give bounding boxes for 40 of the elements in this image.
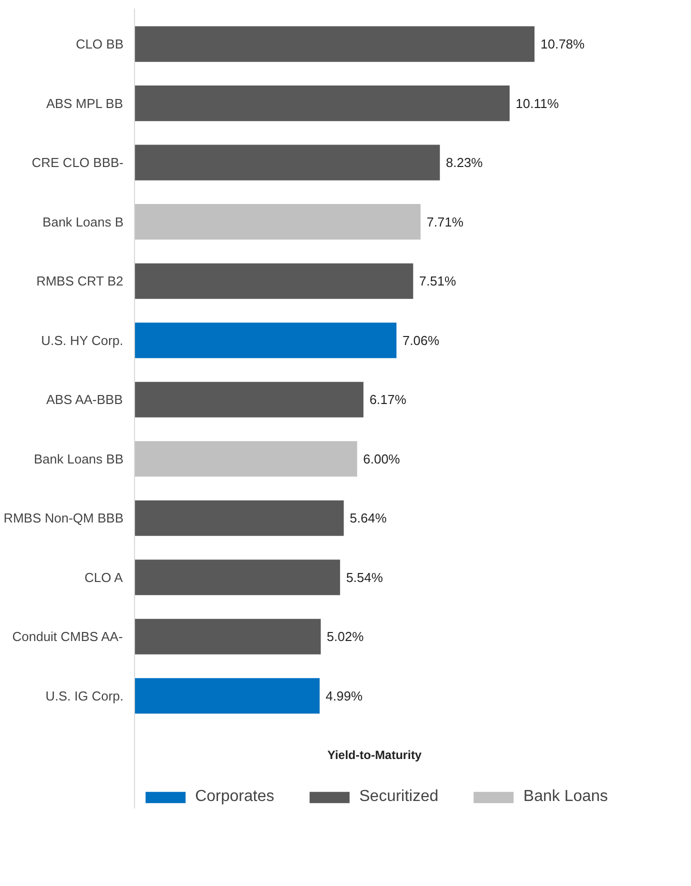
bar xyxy=(134,382,364,418)
y-tick-label: RMBS CRT B2 xyxy=(36,274,124,289)
data-label: 10.78% xyxy=(540,36,586,52)
y-tick-label: CLO BB xyxy=(76,36,124,52)
y-tick-label: U.S. HY Corp. xyxy=(41,332,124,348)
x-axis-title: Yield-to-Maturity xyxy=(327,748,422,762)
bar xyxy=(134,441,358,477)
bar xyxy=(134,678,320,714)
y-tick-label: CRE CLO BBB- xyxy=(32,155,124,170)
data-label: 7.06% xyxy=(402,332,440,348)
legend-label: Securitized xyxy=(359,788,438,806)
data-label: 7.51% xyxy=(419,274,456,289)
data-label: 6.00% xyxy=(363,451,400,466)
data-label: 8.23% xyxy=(446,155,484,170)
bar xyxy=(134,322,396,358)
y-tick-label: CLO A xyxy=(84,570,124,585)
bar xyxy=(134,204,421,240)
y-tick-label: U.S. IG Corp. xyxy=(45,688,124,704)
data-label: 4.99% xyxy=(326,688,363,704)
y-tick-label: Conduit CMBS AA- xyxy=(12,629,123,644)
bar xyxy=(134,500,344,536)
y-tick-label: Bank Loans BB xyxy=(34,451,124,466)
bar xyxy=(134,26,534,62)
bar xyxy=(134,86,510,122)
bar xyxy=(134,560,340,596)
data-label: 6.17% xyxy=(369,392,407,408)
data-label: 7.71% xyxy=(426,214,464,230)
y-tick-label: Bank Loans B xyxy=(42,214,124,230)
data-label: 5.02% xyxy=(326,629,364,644)
y-tick-label: ABS MPL BB xyxy=(46,96,124,111)
y-tick-label: RMBS Non-QM BBB xyxy=(4,510,124,526)
data-label: 5.64% xyxy=(350,510,388,526)
y-tick-label: ABS AA-BBB xyxy=(46,392,123,408)
bar xyxy=(134,144,440,180)
legend-label: Corporates xyxy=(195,788,274,806)
data-label: 5.54% xyxy=(346,570,384,585)
bar xyxy=(134,263,414,299)
data-label: 10.11% xyxy=(516,96,560,111)
legend-label: Bank Loans xyxy=(523,788,608,806)
bar xyxy=(134,618,321,654)
